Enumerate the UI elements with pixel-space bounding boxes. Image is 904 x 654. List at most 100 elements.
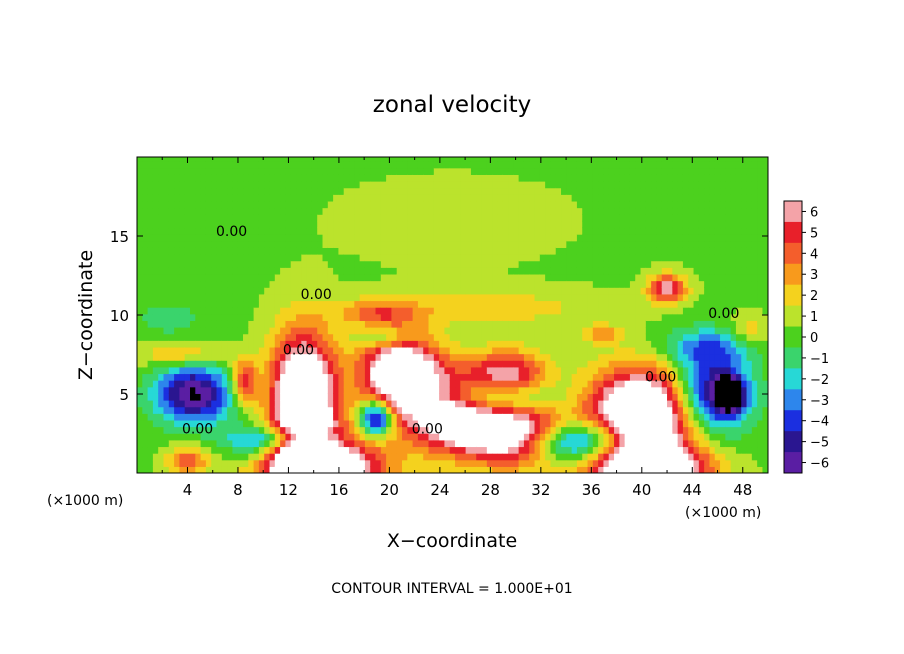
- field-cell: [168, 207, 175, 215]
- field-cell: [137, 227, 143, 235]
- field-cell: [539, 267, 546, 275]
- field-cell: [264, 346, 271, 355]
- field-cell: [221, 419, 228, 428]
- field-cell: [264, 413, 271, 421]
- field-cell: [545, 187, 552, 195]
- field-cell: [375, 307, 382, 315]
- field-cell: [486, 353, 493, 361]
- field-cell: [561, 353, 567, 361]
- field-cell: [290, 194, 297, 202]
- field-cell: [508, 307, 514, 315]
- field-cell: [216, 459, 223, 467]
- field-cell: [513, 167, 520, 175]
- field-cell: [449, 333, 456, 341]
- field-cell: [338, 439, 345, 448]
- field-cell: [465, 320, 472, 328]
- field-cell: [439, 400, 446, 408]
- field-cell: [205, 280, 212, 288]
- field-cell: [561, 194, 567, 202]
- field-cell: [550, 287, 557, 295]
- field-cell: [301, 227, 308, 235]
- field-cell: [417, 419, 424, 428]
- field-cell: [603, 340, 610, 348]
- field-cell: [587, 207, 594, 215]
- field-cell: [380, 466, 387, 473]
- field-cell: [280, 333, 287, 341]
- field-cell: [179, 293, 186, 302]
- field-cell: [640, 200, 647, 209]
- field-cell: [391, 200, 398, 209]
- field-cell: [571, 346, 578, 355]
- field-cell: [513, 400, 520, 408]
- field-cell: [481, 227, 488, 235]
- field-cell: [555, 187, 562, 195]
- field-cell: [221, 161, 228, 169]
- field-cell: [248, 174, 255, 182]
- field-cell: [455, 254, 461, 262]
- field-cell: [539, 280, 546, 288]
- field-cell: [386, 327, 393, 335]
- field-cell: [343, 333, 350, 341]
- field-cell: [402, 453, 408, 461]
- field-cell: [195, 234, 202, 242]
- field-cell: [380, 307, 387, 315]
- field-cell: [682, 360, 689, 368]
- field-cell: [296, 360, 302, 368]
- field-cell: [280, 400, 287, 408]
- field-cell: [523, 353, 530, 361]
- field-cell: [555, 227, 562, 235]
- field-cell: [152, 366, 159, 375]
- field-cell: [301, 247, 308, 255]
- field-cell: [470, 433, 477, 441]
- field-cell: [280, 260, 287, 268]
- field-cell: [582, 353, 589, 361]
- field-cell: [476, 406, 483, 414]
- field-cell: [253, 240, 260, 248]
- field-cell: [672, 366, 679, 375]
- field-cell: [682, 200, 689, 209]
- field-cell: [221, 413, 228, 421]
- field-cell: [672, 161, 679, 169]
- field-cell: [364, 240, 371, 248]
- field-cell: [375, 426, 382, 434]
- field-cell: [311, 200, 318, 209]
- field-cell: [561, 181, 567, 189]
- field-cell: [465, 446, 472, 454]
- field-cell: [285, 220, 292, 229]
- field-cell: [243, 340, 249, 348]
- field-cell: [529, 260, 536, 268]
- field-cell: [587, 157, 594, 162]
- field-cell: [152, 320, 159, 328]
- field-cell: [142, 386, 149, 394]
- field-cell: [327, 400, 334, 408]
- field-cell: [359, 260, 366, 268]
- field-cell: [677, 267, 684, 275]
- field-cell: [571, 419, 578, 428]
- field-cell: [449, 366, 456, 375]
- field-cell: [333, 413, 340, 421]
- field-cell: [635, 320, 642, 328]
- field-cell: [460, 373, 467, 381]
- field-cell: [407, 200, 414, 209]
- field-cell: [571, 194, 578, 202]
- field-cell: [492, 260, 499, 268]
- field-cell: [677, 380, 684, 388]
- field-cell: [375, 413, 382, 421]
- field-cell: [598, 327, 605, 335]
- field-cell: [587, 227, 594, 235]
- field-cell: [428, 247, 435, 255]
- field-cell: [137, 313, 143, 321]
- field-cell: [359, 393, 366, 401]
- field-cell: [539, 200, 546, 209]
- field-cell: [576, 247, 583, 255]
- field-cell: [672, 353, 679, 361]
- field-cell: [311, 287, 318, 295]
- field-cell: [539, 207, 546, 215]
- field-cell: [502, 300, 509, 308]
- field-cell: [142, 247, 149, 255]
- field-cell: [635, 207, 642, 215]
- field-cell: [539, 240, 546, 248]
- field-cell: [327, 181, 334, 189]
- field-cell: [343, 453, 350, 461]
- field-cell: [423, 240, 430, 248]
